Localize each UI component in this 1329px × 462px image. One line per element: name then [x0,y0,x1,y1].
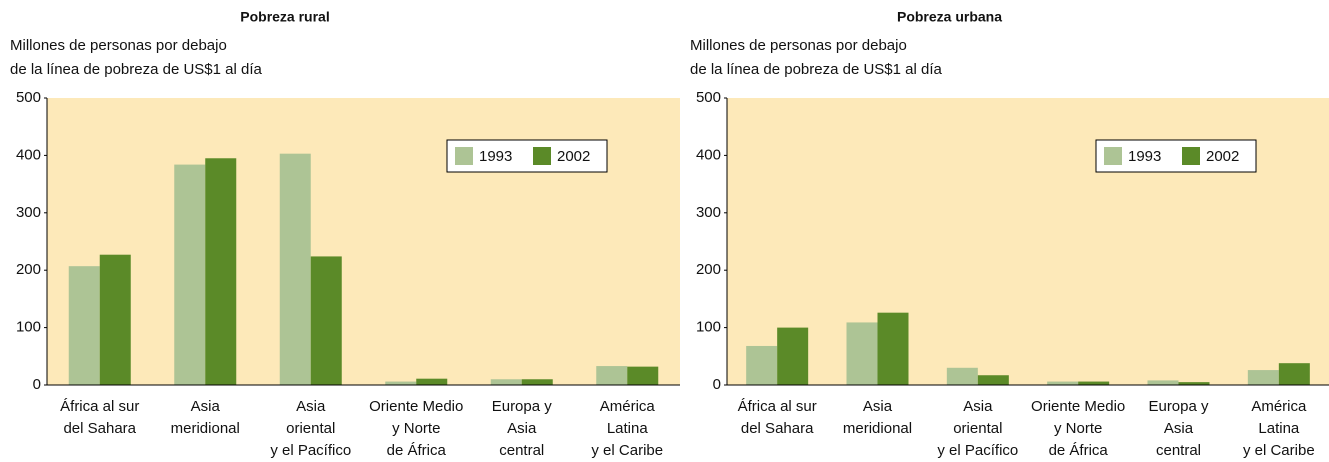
x-tick-label: América [1251,398,1307,415]
y-tick-label: 500 [696,89,721,106]
legend-label: 2002 [557,148,590,165]
x-tick-label: Asia [191,398,221,415]
y-tick-label: 100 [696,319,721,336]
x-tick-label: del Sahara [741,420,814,437]
y-tick-label: 200 [16,261,41,278]
chart-title: Pobreza rural [240,9,329,25]
bar [946,367,978,385]
legend-swatch [1182,147,1200,165]
bar [279,153,311,385]
bar [1078,381,1110,385]
y-axis-label: Millones de personas por debajo [10,37,227,54]
legend-swatch [455,147,473,165]
bar [846,322,878,385]
bar [99,254,131,385]
x-tick-label: central [499,442,544,459]
bar [746,345,778,385]
legend-box [1095,139,1257,173]
x-tick-label: Asia [1164,420,1194,437]
bar [68,266,100,385]
x-tick-label: Europa y [1148,398,1209,415]
x-tick-label: América [600,398,656,415]
x-tick-label: de África [1049,442,1109,459]
x-tick-label: Asia [296,398,326,415]
x-tick-label: y Norte [1054,420,1102,437]
x-tick-label: Latina [607,420,649,437]
y-tick-label: 0 [713,376,721,393]
y-axis-label: de la línea de pobreza de US$1 al día [690,61,943,78]
legend-label: 1993 [1128,148,1161,165]
x-tick-label: y el Pacífico [937,442,1018,459]
legend-swatch [533,147,551,165]
y-tick-label: 400 [16,146,41,163]
x-tick-label: Oriente Medio [369,398,463,415]
x-tick-label: África al sur [738,398,817,415]
bar [385,381,417,385]
x-tick-label: central [1156,442,1201,459]
x-tick-label: Oriente Medio [1031,398,1125,415]
x-tick-label: y el Caribe [591,442,663,459]
x-tick-label: oriental [286,420,335,437]
bar [1178,382,1210,385]
x-tick-label: meridional [171,420,240,437]
legend-box [446,139,608,173]
bar [777,327,809,385]
bar [205,158,237,385]
x-tick-label: Asia [963,398,993,415]
y-tick-label: 300 [16,204,41,221]
bar [1147,380,1179,385]
bar [1047,381,1079,385]
y-axis-label: de la línea de pobreza de US$1 al día [10,61,263,78]
x-tick-label: Europa y [492,398,553,415]
y-tick-label: 400 [696,146,721,163]
x-tick-label: y el Pacífico [270,442,351,459]
bar [310,256,342,385]
x-tick-label: oriental [953,420,1002,437]
y-tick-label: 0 [33,376,41,393]
y-tick-label: 100 [16,319,41,336]
bar [1278,363,1310,385]
bar [490,379,522,385]
bar [521,379,553,385]
legend-swatch [1104,147,1122,165]
chart-title: Pobreza urbana [897,9,1002,25]
legend-label: 2002 [1206,148,1239,165]
y-tick-label: 500 [16,89,41,106]
x-tick-label: África al sur [60,398,139,415]
bar [1247,370,1279,385]
x-tick-label: Asia [863,398,893,415]
x-tick-label: meridional [843,420,912,437]
y-tick-label: 300 [696,204,721,221]
x-tick-label: y el Caribe [1243,442,1315,459]
x-tick-label: y Norte [392,420,440,437]
bar [174,164,206,385]
y-tick-label: 200 [696,261,721,278]
x-tick-label: del Sahara [63,420,136,437]
bar [627,366,659,385]
x-tick-label: Asia [507,420,537,437]
x-tick-label: de África [387,442,447,459]
bar [977,375,1009,385]
legend-label: 1993 [479,148,512,165]
y-axis-label: Millones de personas por debajo [690,37,907,54]
bar [416,378,448,385]
bar [877,312,909,385]
x-tick-label: Latina [1258,420,1300,437]
bar [596,366,628,385]
